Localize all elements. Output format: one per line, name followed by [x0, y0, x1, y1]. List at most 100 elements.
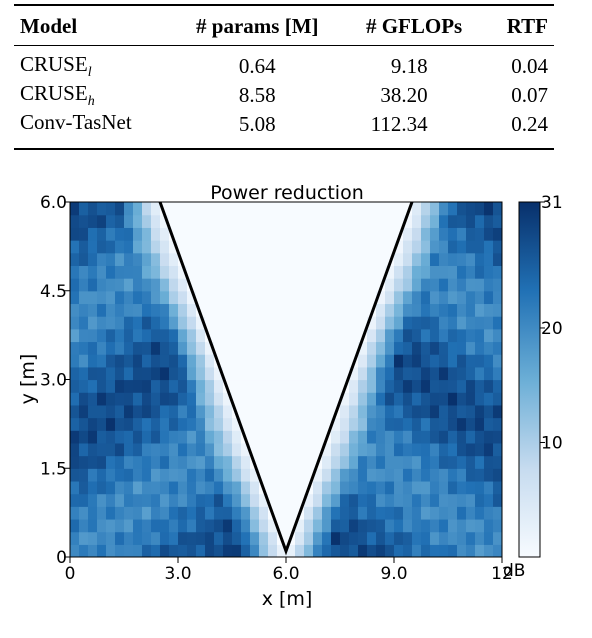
heatmap-cell: [448, 341, 458, 355]
heatmap-cell: [151, 278, 161, 292]
heatmap-cell: [214, 341, 224, 355]
heatmap-cell: [340, 290, 350, 305]
heatmap-cell: [493, 506, 502, 520]
heatmap-cell: [448, 518, 458, 533]
heatmap-cell: [241, 214, 251, 228]
heatmap-cell: [322, 404, 332, 419]
heatmap-cell: [448, 506, 458, 520]
heatmap-cell: [385, 392, 395, 406]
heatmap-cell: [250, 290, 260, 305]
heatmap-cell: [286, 366, 296, 381]
heatmap-cell: [349, 493, 359, 507]
heatmap-cell: [277, 328, 287, 343]
heatmap-cell: [187, 480, 197, 495]
heatmap-cell: [97, 252, 107, 266]
heatmap-cell: [142, 290, 152, 305]
heatmap-cell: [259, 430, 269, 444]
heatmap-cell: [304, 214, 314, 228]
heatmap-cell: [322, 278, 332, 292]
heatmap-cell: [385, 290, 395, 305]
heatmap-cell: [223, 328, 233, 343]
heatmap-cell: [466, 506, 476, 520]
heatmap-cell: [358, 442, 368, 457]
heatmap-cell: [457, 202, 467, 216]
heatmap-cell: [304, 518, 314, 533]
heatmap-cell: [268, 518, 278, 533]
heatmap-cell: [160, 354, 170, 368]
heatmap-cell: [187, 328, 197, 343]
heatmap-cell: [304, 252, 314, 266]
heatmap-cell: [214, 430, 224, 444]
heatmap-cell: [484, 379, 494, 393]
heatmap-cell: [376, 392, 386, 406]
heatmap-cell: [196, 240, 206, 254]
heatmap-cell: [70, 252, 80, 266]
heatmap-cell: [250, 227, 260, 241]
heatmap-cell: [493, 442, 502, 457]
heatmap-cell: [142, 252, 152, 266]
heatmap-cell: [214, 392, 224, 406]
heatmap-cell: [295, 430, 305, 444]
heatmap-cell: [151, 404, 161, 419]
heatmap-cell: [259, 392, 269, 406]
heatmap-cell: [403, 303, 413, 317]
heatmap-cell: [439, 531, 449, 545]
heatmap-cell: [358, 493, 368, 507]
heatmap-cell: [259, 506, 269, 520]
heatmap-cell: [79, 455, 89, 469]
heatmap-cell: [259, 518, 269, 533]
heatmap-cell: [394, 455, 404, 469]
heatmap-cell: [250, 531, 260, 545]
heatmap-cell: [232, 252, 242, 266]
heatmap-cell: [403, 290, 413, 305]
heatmap-cell: [313, 480, 323, 495]
heatmap-cell: [286, 417, 296, 431]
heatmap-cell: [466, 240, 476, 254]
heatmap-cell: [223, 252, 233, 266]
heatmap-cell: [358, 354, 368, 368]
heatmap-cell: [241, 240, 251, 254]
heatmap-cell: [286, 341, 296, 355]
heatmap-cell: [412, 328, 422, 343]
heatmap-cell: [133, 328, 143, 343]
heatmap-cell: [457, 252, 467, 266]
colorbar-ticks: 10 20 31: [540, 193, 563, 453]
heatmap-cell: [313, 366, 323, 381]
heatmap-cell: [142, 278, 152, 292]
heatmap-cell: [133, 303, 143, 317]
heatmap-cell: [124, 379, 134, 393]
heatmap-cell: [349, 506, 359, 520]
heatmap-cell: [493, 354, 502, 368]
heatmap-cell: [79, 316, 89, 330]
heatmap-cell: [493, 214, 502, 228]
heatmap-cell: [484, 227, 494, 241]
heatmap-cell: [412, 202, 422, 216]
heatmap-cell: [439, 278, 449, 292]
heatmap-cell: [331, 341, 341, 355]
heatmap-cell: [250, 392, 260, 406]
heatmap-cell: [106, 455, 116, 469]
heatmap-cell: [79, 442, 89, 457]
heatmap-cell: [331, 202, 341, 216]
heatmap-cell: [214, 506, 224, 520]
heatmap-cell: [88, 202, 98, 216]
heatmap-cell: [205, 531, 215, 545]
heatmap-cell: [430, 430, 440, 444]
heatmap-cell: [151, 214, 161, 228]
heatmap-cell: [97, 468, 107, 482]
colorbar: [518, 201, 541, 558]
heatmap-cell: [160, 303, 170, 317]
heatmap-cell: [70, 278, 80, 292]
heatmap-cell: [484, 214, 494, 228]
heatmap-cell: [385, 442, 395, 457]
heatmap-cell: [241, 354, 251, 368]
heatmap-cell: [241, 404, 251, 419]
heatmap-cell: [97, 442, 107, 457]
heatmap-cell: [205, 493, 215, 507]
heatmap-cell: [439, 214, 449, 228]
heatmap-cell: [295, 518, 305, 533]
heatmap-cell: [259, 455, 269, 469]
heatmap-cell: [115, 430, 125, 444]
heatmap-cell: [313, 518, 323, 533]
heatmap-cell: [160, 240, 170, 254]
